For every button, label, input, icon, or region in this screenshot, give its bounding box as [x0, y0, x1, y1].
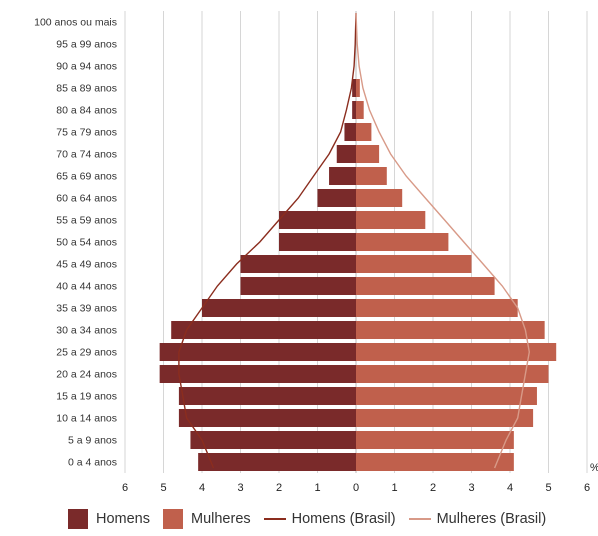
- legend-line-homens-brasil: [263, 518, 286, 520]
- bar-mulheres: [356, 321, 545, 339]
- age-label: 95 a 99 anos: [56, 39, 117, 51]
- legend: Homens Mulheres Homens (Brasil) Mulheres…: [68, 509, 559, 529]
- legend-label-homens-brasil: Homens (Brasil): [291, 511, 396, 527]
- legend-swatch-homens: [68, 509, 88, 529]
- age-label: 100 anos ou mais: [34, 17, 117, 29]
- x-tick-label: 4: [507, 482, 513, 494]
- x-tick-label: 6: [584, 482, 590, 494]
- legend-item-homens: Homens: [68, 509, 150, 529]
- bar-mulheres: [356, 211, 426, 229]
- x-tick-label: 5: [545, 482, 551, 494]
- legend-label-mulheres-brasil: Mulheres (Brasil): [436, 511, 547, 527]
- x-tick-label: 3: [237, 482, 243, 494]
- x-tick-label: 1: [314, 482, 320, 494]
- age-label: 5 a 9 anos: [68, 435, 117, 447]
- age-label: 35 a 39 anos: [56, 303, 117, 315]
- x-tick-label: 2: [430, 482, 436, 494]
- age-label: 85 a 89 anos: [56, 83, 117, 95]
- age-label: 75 a 79 anos: [56, 127, 117, 139]
- age-label: 10 a 14 anos: [56, 413, 117, 425]
- age-label: 45 a 49 anos: [56, 259, 117, 271]
- age-label: 15 a 19 anos: [56, 391, 117, 403]
- bar-mulheres: [356, 365, 549, 383]
- bar-mulheres: [356, 431, 514, 449]
- bar-mulheres: [356, 101, 364, 119]
- bar-mulheres: [356, 123, 372, 141]
- bar-mulheres: [356, 387, 537, 405]
- x-tick-label: 3: [468, 482, 474, 494]
- bar-homens: [317, 189, 356, 207]
- x-tick-label: 4: [199, 482, 205, 494]
- bar-homens: [336, 145, 356, 163]
- line-mulheres-brasil: [355, 12, 531, 469]
- age-label: 50 a 54 anos: [56, 237, 117, 249]
- x-tick-labels: 6 5 4 3 2 1 0 1 2 3 4 5 6%: [122, 462, 598, 494]
- bar-mulheres: [356, 167, 387, 185]
- bar-homens: [198, 453, 356, 471]
- age-label: 40 a 44 anos: [56, 281, 117, 293]
- x-tick-label: 1: [391, 482, 397, 494]
- lines-group: [178, 12, 531, 469]
- bar-mulheres: [356, 145, 380, 163]
- population-pyramid-chart: 0 a 4 anos 5 a 9 anos 10 a 14 anos 15 a 19 …: [34, 11, 598, 494]
- x-tick-label: 6: [122, 482, 128, 494]
- bar-mulheres: [356, 343, 557, 361]
- age-label: 60 a 64 anos: [56, 193, 117, 205]
- legend-line-mulheres-brasil: [408, 518, 431, 520]
- age-label: 55 a 59 anos: [56, 215, 117, 227]
- line-homens-brasil: [178, 12, 357, 469]
- bar-mulheres: [356, 277, 495, 295]
- bar-homens: [190, 431, 356, 449]
- age-label: 80 a 84 anos: [56, 105, 117, 117]
- legend-label-homens: Homens: [96, 511, 150, 527]
- bar-homens: [240, 255, 356, 273]
- bar-homens: [352, 101, 356, 119]
- age-labels: 0 a 4 anos 5 a 9 anos 10 a 14 anos 15 a 19 …: [34, 17, 117, 469]
- bar-mulheres: [356, 233, 449, 251]
- bar-homens: [240, 277, 356, 295]
- bar-homens: [352, 79, 356, 97]
- bar-homens: [344, 123, 356, 141]
- bar-mulheres: [356, 189, 403, 207]
- bar-homens: [171, 321, 356, 339]
- x-tick-label: 2: [276, 482, 282, 494]
- age-label: 0 a 4 anos: [68, 457, 117, 469]
- bars-group: [159, 79, 557, 471]
- bar-homens: [279, 211, 356, 229]
- x-tick-label: 0: [353, 482, 359, 494]
- legend-item-mulheres: Mulheres: [163, 509, 251, 529]
- bar-homens: [202, 299, 356, 317]
- bar-mulheres: [356, 299, 518, 317]
- legend-swatch-mulheres: [163, 509, 183, 529]
- age-label: 30 a 34 anos: [56, 325, 117, 337]
- age-label: 25 a 29 anos: [56, 347, 117, 359]
- legend-item-mulheres-brasil: Mulheres (Brasil): [408, 511, 547, 527]
- bar-mulheres: [356, 255, 472, 273]
- age-label: 70 a 74 anos: [56, 149, 117, 161]
- legend-label-mulheres: Mulheres: [191, 511, 251, 527]
- bar-homens: [178, 409, 356, 427]
- age-label: 65 a 69 anos: [56, 171, 117, 183]
- legend-item-homens-brasil: Homens (Brasil): [263, 511, 396, 527]
- bar-homens: [159, 365, 356, 383]
- bar-mulheres: [356, 409, 534, 427]
- bar-homens: [159, 343, 356, 361]
- bar-homens: [178, 387, 356, 405]
- bar-homens: [279, 233, 356, 251]
- bar-mulheres: [356, 453, 514, 471]
- bar-homens: [329, 167, 356, 185]
- age-label: 20 a 24 anos: [56, 369, 117, 381]
- age-label: 90 a 94 anos: [56, 61, 117, 73]
- x-unit-label: %: [590, 462, 598, 474]
- bar-mulheres: [356, 79, 360, 97]
- x-tick-label: 5: [160, 482, 166, 494]
